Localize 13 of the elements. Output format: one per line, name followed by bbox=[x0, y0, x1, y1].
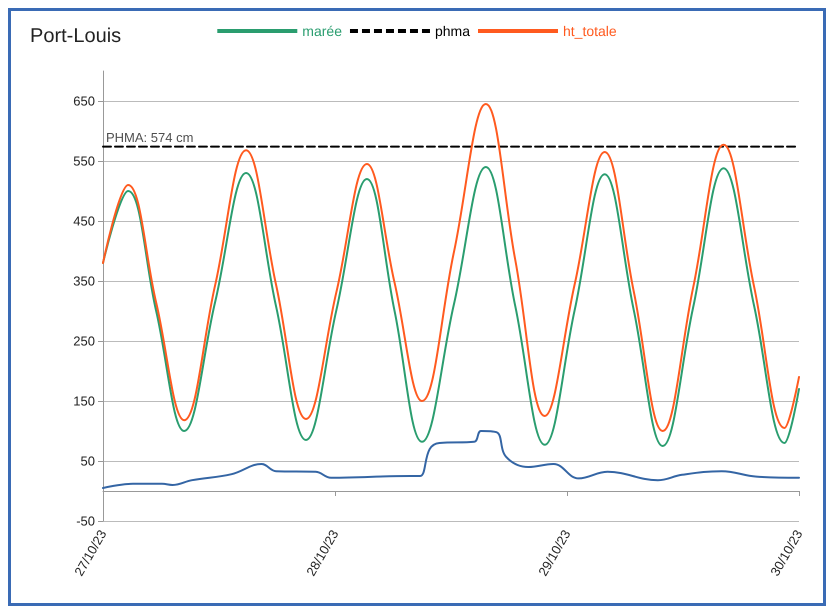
annotation: PHMA: 574 cm bbox=[106, 130, 194, 146]
chart-title: Port-Louis bbox=[30, 25, 122, 47]
y-tick-label: 650 bbox=[73, 94, 95, 108]
y-tick-label: 150 bbox=[73, 394, 95, 408]
legend-label: phma bbox=[434, 23, 470, 39]
y-tick-label: 550 bbox=[73, 154, 95, 168]
y-tick-label: -50 bbox=[76, 514, 95, 528]
y-tick-label: 450 bbox=[73, 214, 95, 228]
y-tick-label: 50 bbox=[80, 454, 95, 468]
y-tick-label: 350 bbox=[73, 274, 95, 288]
y-tick-label: 250 bbox=[73, 334, 95, 348]
text: marée bbox=[302, 23, 342, 39]
text: ht_totale bbox=[562, 23, 617, 39]
